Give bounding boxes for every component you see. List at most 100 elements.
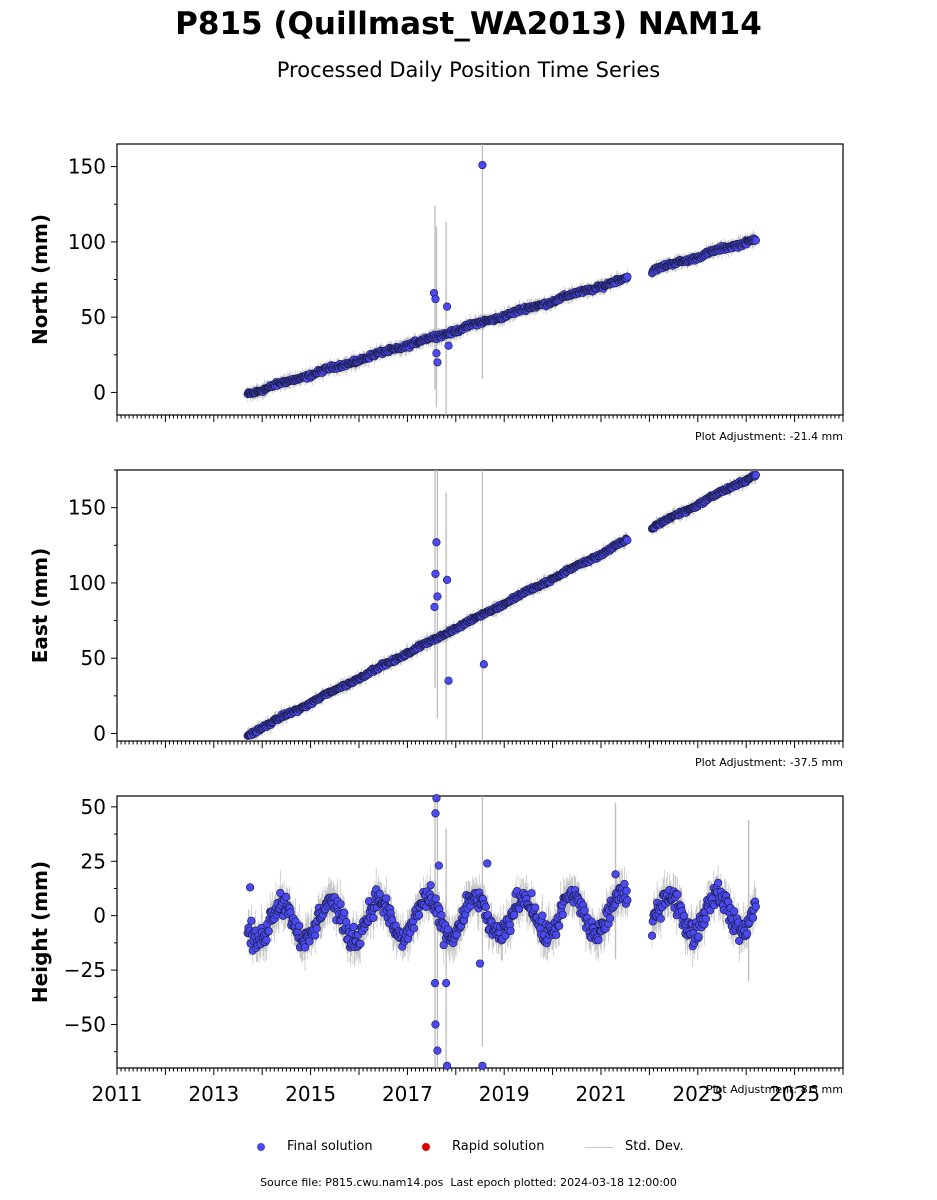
final-solution-point bbox=[282, 892, 291, 902]
y-tick-label: 50 bbox=[81, 305, 106, 329]
final-solution-point bbox=[356, 939, 365, 948]
final-solution-outlier bbox=[431, 569, 440, 578]
y-tick-label: 150 bbox=[68, 496, 106, 520]
final-solution-outlier bbox=[442, 979, 451, 988]
final-solution-point bbox=[311, 931, 320, 940]
plot-frame bbox=[116, 469, 844, 742]
final-solution-point bbox=[336, 900, 345, 909]
final-solution-point bbox=[276, 888, 285, 898]
y-tick-label: 100 bbox=[68, 230, 106, 254]
chart-title: P815 (Quillmast_WA2013) NAM14 bbox=[175, 6, 762, 42]
final-solution-point bbox=[552, 930, 561, 939]
final-solution-point bbox=[673, 890, 682, 899]
final-solution-outlier bbox=[442, 1061, 452, 1070]
final-solution-point bbox=[743, 929, 752, 938]
final-solution-outlier bbox=[432, 538, 441, 547]
y-axis-label: Height (mm) bbox=[28, 861, 52, 1003]
y-axis-label: North (mm) bbox=[28, 214, 52, 345]
final-solution-point bbox=[531, 903, 540, 912]
final-solution-point bbox=[605, 914, 615, 923]
final-solution-point bbox=[375, 889, 384, 898]
y-tick-label: −25 bbox=[64, 958, 106, 982]
final-solution-point bbox=[382, 894, 391, 903]
plot-adjustment-note: Plot Adjustment: 8.5 mm bbox=[706, 1083, 843, 1096]
final-solution-point bbox=[437, 911, 446, 920]
final-solution-point bbox=[426, 881, 435, 890]
final-solution-point bbox=[694, 932, 703, 941]
final-solution-outlier bbox=[444, 341, 453, 350]
source-file: Source file: P815.cwu.nam14.pos bbox=[260, 1176, 444, 1189]
x-tick-label: 2011 bbox=[92, 1082, 143, 1106]
final-solution-point bbox=[594, 936, 603, 945]
plot-frame bbox=[116, 795, 844, 1069]
std-dev-line-marker bbox=[585, 1147, 613, 1148]
final-solution-point bbox=[262, 935, 271, 945]
x-tick-label: 2023 bbox=[672, 1082, 723, 1106]
final-solution-outlier bbox=[444, 676, 453, 685]
final-solution-point bbox=[340, 908, 349, 917]
final-solution-point bbox=[751, 902, 760, 911]
final-solution-outlier bbox=[431, 1020, 440, 1029]
legend-stddev-label: Std. Dev. bbox=[625, 1139, 684, 1154]
final-solution-point bbox=[748, 913, 758, 922]
final-solution-point bbox=[527, 889, 536, 898]
y-tick-label: 25 bbox=[81, 849, 106, 873]
final-solution-point bbox=[481, 902, 490, 912]
final-solution-outlier bbox=[479, 660, 488, 669]
final-solution-marker bbox=[257, 1143, 265, 1151]
final-solution-outlier bbox=[246, 883, 255, 892]
final-solution-point bbox=[538, 911, 547, 920]
final-solution-point bbox=[349, 922, 358, 931]
source-footer: Source file: P815.cwu.nam14.pos Last epo… bbox=[0, 1176, 937, 1189]
x-tick-label: 2017 bbox=[382, 1082, 433, 1106]
final-solution-outlier bbox=[431, 294, 440, 304]
final-solution-outlier bbox=[478, 1061, 487, 1070]
final-solution-point bbox=[647, 931, 657, 940]
final-solution-point bbox=[701, 914, 710, 923]
final-solution-point bbox=[656, 914, 665, 923]
y-tick-label: 0 bbox=[93, 721, 106, 745]
final-solution-outlier bbox=[434, 861, 443, 870]
final-solution-outlier bbox=[433, 358, 442, 367]
final-solution-point bbox=[679, 911, 689, 920]
final-solution-outlier bbox=[442, 575, 452, 585]
final-solution-point bbox=[751, 236, 760, 245]
final-solution-point bbox=[506, 926, 515, 936]
final-solution-point bbox=[300, 943, 310, 952]
x-tick-label: 2021 bbox=[576, 1082, 627, 1106]
x-tick-label: 2019 bbox=[479, 1082, 530, 1106]
x-tick-label: 2025 bbox=[769, 1082, 820, 1106]
plot-frame bbox=[116, 143, 844, 416]
final-solution-point bbox=[580, 906, 589, 915]
final-solution-outlier bbox=[611, 870, 620, 879]
final-solution-point bbox=[558, 910, 567, 919]
final-solution-outlier bbox=[430, 602, 439, 612]
plot-adjustment-note: Plot Adjustment: -21.4 mm bbox=[695, 430, 843, 443]
y-tick-label: 0 bbox=[93, 380, 106, 404]
final-solution-outlier bbox=[442, 302, 452, 311]
rapid-solution-marker bbox=[422, 1143, 430, 1151]
chart-subtitle: Processed Daily Position Time Series bbox=[276, 58, 661, 82]
y-axis-label: East (mm) bbox=[28, 548, 52, 664]
final-solution-point bbox=[439, 940, 448, 950]
final-solution-point bbox=[622, 886, 631, 895]
y-tick-label: 50 bbox=[81, 795, 106, 819]
y-tick-label: 50 bbox=[81, 646, 106, 670]
legend-rapid-label: Rapid solution bbox=[452, 1139, 545, 1154]
legend: Final solution Rapid solution Std. Dev. bbox=[0, 1138, 937, 1158]
final-solution-point bbox=[369, 913, 378, 922]
final-solution-point bbox=[431, 894, 440, 903]
final-solution-point bbox=[414, 911, 424, 920]
final-solution-outlier bbox=[432, 349, 441, 358]
x-tick-label: 2015 bbox=[285, 1082, 336, 1106]
final-solution-point bbox=[247, 916, 256, 925]
y-tick-label: −50 bbox=[64, 1012, 106, 1036]
final-solution-point bbox=[714, 878, 723, 887]
final-solution-outlier bbox=[432, 794, 441, 803]
final-solution-outlier bbox=[433, 592, 442, 601]
final-solution-outlier bbox=[483, 859, 492, 868]
final-solution-outlier bbox=[431, 809, 440, 818]
final-solution-outlier bbox=[478, 160, 487, 170]
final-solution-point bbox=[264, 927, 273, 936]
plot-adjustment-note: Plot Adjustment: -37.5 mm bbox=[695, 756, 843, 769]
